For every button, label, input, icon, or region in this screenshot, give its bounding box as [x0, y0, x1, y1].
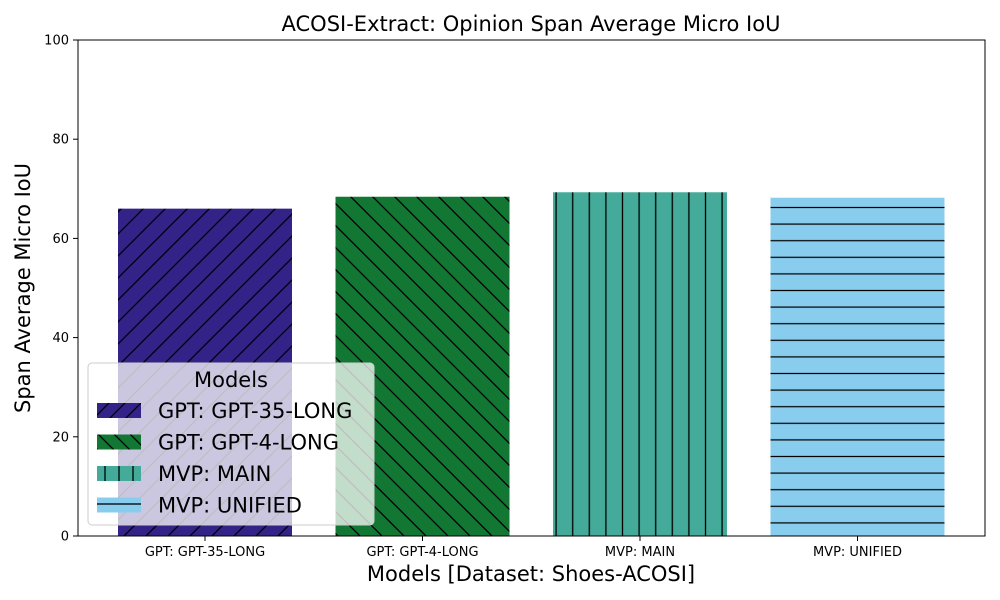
legend-entry-label: GPT: GPT-4-LONG — [158, 431, 339, 455]
legend-swatch — [97, 497, 141, 513]
x-tick-label: MVP: MAIN — [605, 545, 675, 560]
y-tick-label: 0 — [61, 530, 69, 545]
y-tick-label: 60 — [52, 232, 69, 247]
plot-frame — [77, 39, 986, 537]
y-axis-label: Span Average Micro IoU — [11, 163, 35, 413]
legend-box — [87, 362, 375, 526]
y-tick-label: 100 — [44, 34, 69, 49]
chart-title: ACOSI-Extract: Opinion Span Average Micr… — [282, 12, 781, 36]
bar-mvp-main — [553, 192, 727, 536]
legend-swatch — [97, 434, 141, 450]
bar-mvp-unified — [770, 197, 945, 536]
x-tick-label: GPT: GPT-4-LONG — [366, 545, 478, 560]
y-tick-label: 20 — [52, 430, 69, 445]
legend-swatch — [97, 403, 141, 418]
x-tick-label: MVP: UNIFIED — [813, 545, 902, 560]
y-axis: 0 20 40 60 80 100 — [44, 34, 78, 545]
x-tick-label: GPT: GPT-35-LONG — [145, 545, 265, 560]
legend-entry-label: GPT: GPT-35-LONG — [158, 399, 352, 423]
y-tick-label: 80 — [52, 133, 69, 148]
legend-entry-label: MVP: MAIN — [158, 462, 271, 486]
y-tick-label: 40 — [52, 331, 69, 346]
legend-title: Models — [194, 368, 268, 392]
x-axis-label: Models [Dataset: Shoes-ACOSI] — [367, 562, 695, 586]
legend-entry-label: MVP: UNIFIED — [158, 494, 302, 518]
legend-swatch — [97, 466, 141, 481]
x-axis: GPT: GPT-35-LONG GPT: GPT-4-LONG MVP: MAIN… — [145, 536, 902, 560]
bars-group — [118, 192, 945, 536]
legend: Models GPT: GPT-35-LONG GPT: GPT-4-LONG MVP… — [87, 362, 375, 526]
